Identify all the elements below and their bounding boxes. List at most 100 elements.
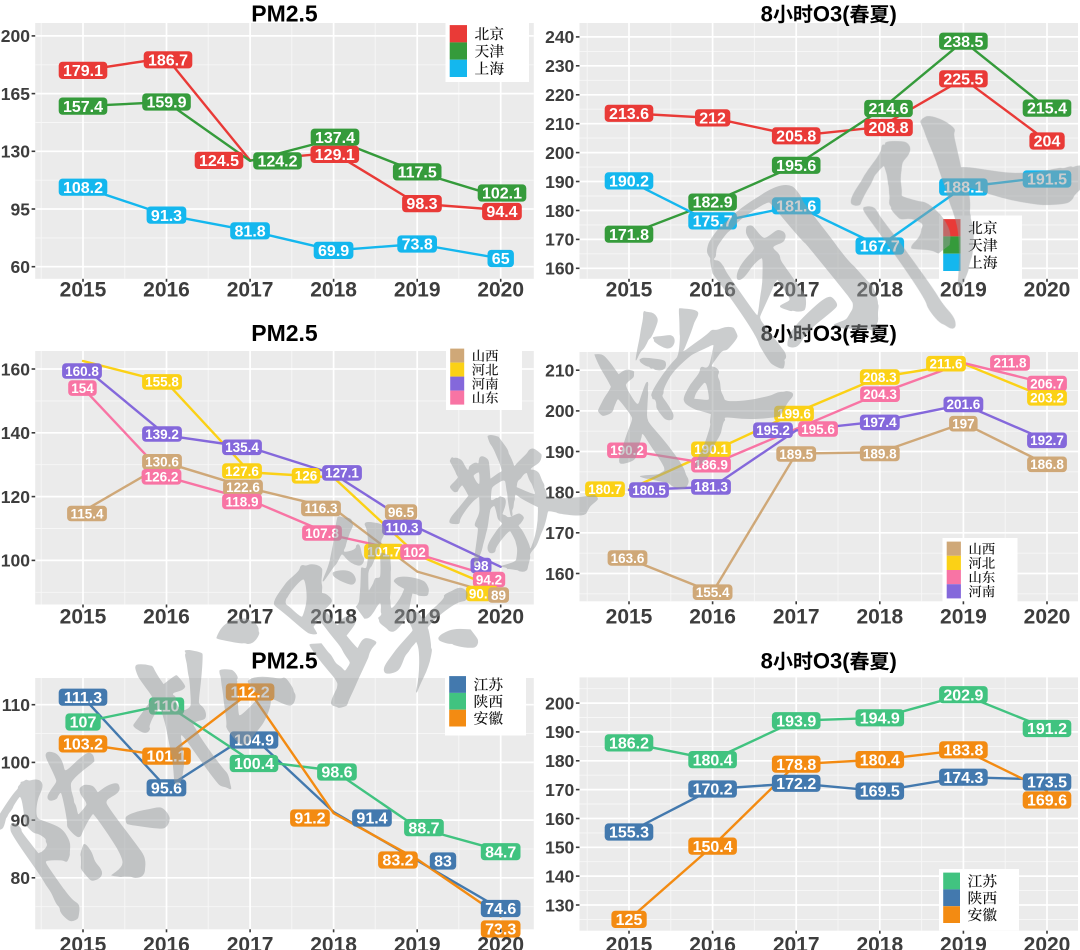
svg-text:2019: 2019 <box>394 279 441 302</box>
svg-text:2018: 2018 <box>310 279 357 302</box>
svg-text:2016: 2016 <box>143 933 190 950</box>
svg-text:210: 210 <box>545 361 574 381</box>
svg-text:65: 65 <box>492 251 510 268</box>
svg-text:170: 170 <box>545 780 574 800</box>
svg-text:186.8: 186.8 <box>1030 457 1064 472</box>
svg-text:95.6: 95.6 <box>151 781 182 798</box>
svg-text:2017: 2017 <box>773 933 820 950</box>
svg-text:129.1: 129.1 <box>315 147 355 164</box>
svg-text:220: 220 <box>545 85 574 105</box>
svg-text:2020: 2020 <box>1024 605 1071 628</box>
svg-text:130: 130 <box>545 895 574 915</box>
svg-text:194.9: 194.9 <box>860 711 900 728</box>
svg-text:225.5: 225.5 <box>943 72 983 89</box>
svg-text:88.7: 88.7 <box>408 820 439 837</box>
svg-text:190.2: 190.2 <box>609 174 649 191</box>
svg-text:200: 200 <box>545 693 574 713</box>
svg-text:137.4: 137.4 <box>315 130 355 147</box>
svg-text:200: 200 <box>545 143 574 163</box>
svg-text:199.6: 199.6 <box>777 406 811 421</box>
svg-text:2015: 2015 <box>60 279 107 302</box>
svg-text:2020: 2020 <box>477 933 524 950</box>
svg-text:117.5: 117.5 <box>398 165 437 182</box>
svg-text:2016: 2016 <box>143 605 190 628</box>
svg-text:140: 140 <box>1 423 30 443</box>
svg-text:154: 154 <box>71 381 94 396</box>
svg-text:2019: 2019 <box>940 279 987 302</box>
svg-text:181.3: 181.3 <box>694 480 728 495</box>
svg-text:135.4: 135.4 <box>225 440 259 455</box>
svg-text:126: 126 <box>295 469 318 484</box>
svg-text:2015: 2015 <box>606 279 653 302</box>
svg-text:2016: 2016 <box>689 933 736 950</box>
svg-text:180.4: 180.4 <box>860 752 900 769</box>
svg-text:108.2: 108.2 <box>63 180 103 197</box>
svg-text:83: 83 <box>434 854 452 871</box>
svg-text:172.2: 172.2 <box>776 776 816 793</box>
svg-text:102: 102 <box>403 545 426 560</box>
svg-text:212: 212 <box>699 111 726 128</box>
svg-text:83.2: 83.2 <box>382 853 413 870</box>
svg-text:193.9: 193.9 <box>776 713 816 730</box>
svg-text:120: 120 <box>1 487 30 507</box>
svg-text:210: 210 <box>545 114 574 134</box>
svg-text:189.8: 189.8 <box>863 446 897 461</box>
svg-text:230: 230 <box>545 56 574 76</box>
svg-text:155.3: 155.3 <box>609 825 649 842</box>
svg-text:202.9: 202.9 <box>943 687 983 704</box>
svg-text:111.3: 111.3 <box>64 690 102 707</box>
svg-text:107.8: 107.8 <box>305 526 339 541</box>
svg-text:238.5: 238.5 <box>943 34 983 51</box>
svg-text:169.5: 169.5 <box>860 784 900 801</box>
svg-text:174.3: 174.3 <box>943 770 983 787</box>
svg-text:206.7: 206.7 <box>1030 376 1064 391</box>
svg-text:102.1: 102.1 <box>482 186 522 203</box>
svg-text:182.9: 182.9 <box>693 195 733 212</box>
svg-text:180: 180 <box>545 201 574 221</box>
svg-text:): ) <box>890 2 897 27</box>
svg-text:195.2: 195.2 <box>756 423 790 438</box>
svg-text:190: 190 <box>545 722 574 742</box>
svg-text:98.3: 98.3 <box>406 196 437 213</box>
svg-text:186.7: 186.7 <box>148 53 188 70</box>
svg-text:107: 107 <box>70 715 97 732</box>
svg-text:130: 130 <box>1 142 30 162</box>
svg-text:155.8: 155.8 <box>145 375 179 390</box>
svg-text:200: 200 <box>1 26 30 46</box>
svg-text:190: 190 <box>545 442 574 462</box>
svg-text:160: 160 <box>545 809 574 829</box>
svg-text:160: 160 <box>545 259 574 279</box>
svg-text:160.8: 160.8 <box>65 364 99 379</box>
svg-text:2020: 2020 <box>1024 279 1071 302</box>
svg-text:211.8: 211.8 <box>993 356 1027 371</box>
svg-text:195.6: 195.6 <box>776 158 816 175</box>
svg-text:2018: 2018 <box>856 933 903 950</box>
svg-text:91.3: 91.3 <box>151 208 182 225</box>
svg-text:130.6: 130.6 <box>145 455 179 470</box>
svg-text:155.4: 155.4 <box>696 585 730 600</box>
svg-text:157.4: 157.4 <box>63 99 103 116</box>
svg-text:173.5: 173.5 <box>1027 775 1067 792</box>
svg-text:180.4: 180.4 <box>693 752 733 769</box>
svg-text:140: 140 <box>545 866 574 886</box>
svg-text:): ) <box>890 649 897 674</box>
svg-text:191.2: 191.2 <box>1027 721 1067 738</box>
svg-text:2020: 2020 <box>477 605 524 628</box>
svg-text:116.3: 116.3 <box>304 501 338 516</box>
svg-text:163.6: 163.6 <box>611 551 645 566</box>
svg-text:197: 197 <box>952 417 975 432</box>
svg-text:2020: 2020 <box>477 279 524 302</box>
svg-text:126.2: 126.2 <box>145 470 179 485</box>
svg-text:183.8: 183.8 <box>943 743 983 760</box>
svg-text:170: 170 <box>545 230 574 250</box>
svg-text:201.6: 201.6 <box>947 397 981 412</box>
svg-text:94.2: 94.2 <box>476 572 502 587</box>
svg-text:192.7: 192.7 <box>1030 433 1064 448</box>
svg-text:197.4: 197.4 <box>863 415 897 430</box>
svg-text:91.2: 91.2 <box>294 811 325 828</box>
svg-text:170.2: 170.2 <box>693 782 733 799</box>
svg-text:124.2: 124.2 <box>257 154 297 171</box>
svg-text:O3(: O3( <box>813 2 850 27</box>
svg-text:80: 80 <box>11 868 31 888</box>
svg-text:91.4: 91.4 <box>356 811 387 828</box>
